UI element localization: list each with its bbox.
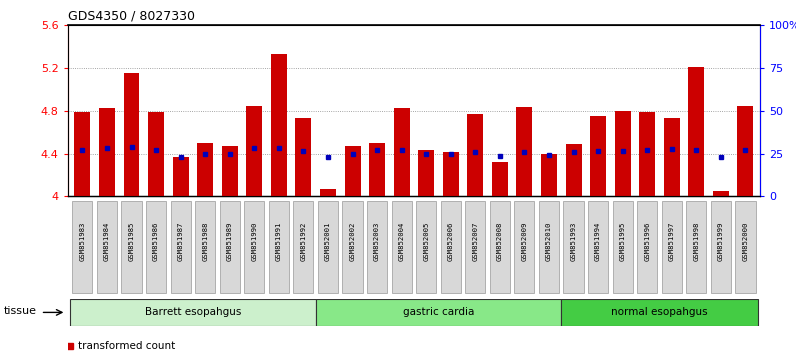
Bar: [246, 106, 262, 196]
Text: tissue: tissue: [3, 306, 37, 316]
Bar: [418, 150, 434, 196]
Text: GSM851998: GSM851998: [693, 221, 700, 261]
FancyBboxPatch shape: [711, 201, 731, 293]
FancyBboxPatch shape: [97, 201, 117, 293]
FancyBboxPatch shape: [613, 201, 633, 293]
Text: transformed count: transformed count: [78, 341, 175, 351]
Bar: [173, 157, 189, 196]
FancyBboxPatch shape: [367, 201, 387, 293]
Bar: [74, 112, 91, 196]
Text: GSM851991: GSM851991: [276, 221, 282, 261]
Text: GSM851999: GSM851999: [718, 221, 724, 261]
FancyBboxPatch shape: [564, 201, 583, 293]
FancyBboxPatch shape: [539, 201, 559, 293]
Text: normal esopahgus: normal esopahgus: [611, 307, 708, 318]
Text: GSM852010: GSM852010: [546, 221, 552, 261]
FancyBboxPatch shape: [244, 201, 264, 293]
FancyBboxPatch shape: [70, 299, 316, 326]
Bar: [517, 107, 533, 196]
Bar: [713, 191, 729, 196]
FancyBboxPatch shape: [686, 201, 706, 293]
Text: GSM851993: GSM851993: [571, 221, 576, 261]
Bar: [345, 146, 361, 196]
Text: GSM852005: GSM852005: [423, 221, 429, 261]
Text: GSM852009: GSM852009: [521, 221, 528, 261]
FancyBboxPatch shape: [195, 201, 215, 293]
FancyBboxPatch shape: [661, 201, 682, 293]
Text: GSM851996: GSM851996: [644, 221, 650, 261]
FancyBboxPatch shape: [588, 201, 608, 293]
FancyBboxPatch shape: [514, 201, 534, 293]
Bar: [394, 108, 410, 196]
Text: GSM851995: GSM851995: [619, 221, 626, 261]
Bar: [664, 118, 680, 196]
Text: Barrett esopahgus: Barrett esopahgus: [145, 307, 241, 318]
FancyBboxPatch shape: [122, 201, 142, 293]
FancyBboxPatch shape: [269, 201, 289, 293]
FancyBboxPatch shape: [294, 201, 314, 293]
Text: GSM851986: GSM851986: [153, 221, 159, 261]
Text: GSM851990: GSM851990: [252, 221, 257, 261]
Text: GSM851985: GSM851985: [128, 221, 135, 261]
Bar: [99, 108, 115, 196]
Text: GSM851988: GSM851988: [202, 221, 209, 261]
Bar: [148, 112, 164, 196]
Text: GSM852007: GSM852007: [472, 221, 478, 261]
Text: GSM851992: GSM851992: [300, 221, 306, 261]
Text: GSM851984: GSM851984: [104, 221, 110, 261]
FancyBboxPatch shape: [561, 299, 758, 326]
Text: gastric cardia: gastric cardia: [403, 307, 474, 318]
FancyBboxPatch shape: [316, 299, 561, 326]
Bar: [639, 112, 655, 196]
Text: GSM852006: GSM852006: [448, 221, 454, 261]
Text: GSM852003: GSM852003: [374, 221, 380, 261]
Bar: [123, 73, 139, 196]
Bar: [541, 154, 557, 196]
Bar: [492, 162, 508, 196]
Bar: [443, 153, 458, 196]
Bar: [737, 106, 754, 196]
Bar: [271, 54, 287, 196]
FancyBboxPatch shape: [392, 201, 412, 293]
FancyBboxPatch shape: [170, 201, 191, 293]
Text: GSM852000: GSM852000: [743, 221, 748, 261]
Text: GSM852001: GSM852001: [325, 221, 331, 261]
Bar: [566, 144, 582, 196]
FancyBboxPatch shape: [342, 201, 363, 293]
Bar: [590, 116, 606, 196]
Bar: [320, 189, 336, 196]
FancyBboxPatch shape: [72, 201, 92, 293]
Text: GSM851989: GSM851989: [227, 221, 232, 261]
Text: GSM851983: GSM851983: [80, 221, 85, 261]
Bar: [222, 146, 238, 196]
FancyBboxPatch shape: [220, 201, 240, 293]
FancyBboxPatch shape: [146, 201, 166, 293]
Bar: [369, 143, 385, 196]
FancyBboxPatch shape: [490, 201, 510, 293]
Bar: [295, 118, 311, 196]
Text: GSM851987: GSM851987: [178, 221, 184, 261]
Text: GSM852002: GSM852002: [349, 221, 356, 261]
Text: GSM851997: GSM851997: [669, 221, 675, 261]
FancyBboxPatch shape: [441, 201, 461, 293]
Text: GDS4350 / 8027330: GDS4350 / 8027330: [68, 9, 195, 22]
Text: GSM851994: GSM851994: [595, 221, 601, 261]
FancyBboxPatch shape: [736, 201, 755, 293]
Bar: [689, 67, 704, 196]
FancyBboxPatch shape: [416, 201, 436, 293]
Bar: [197, 143, 213, 196]
FancyBboxPatch shape: [465, 201, 486, 293]
FancyBboxPatch shape: [637, 201, 657, 293]
Text: GSM852004: GSM852004: [399, 221, 404, 261]
Bar: [467, 114, 483, 196]
Bar: [615, 110, 630, 196]
Text: GSM852008: GSM852008: [497, 221, 503, 261]
FancyBboxPatch shape: [318, 201, 338, 293]
